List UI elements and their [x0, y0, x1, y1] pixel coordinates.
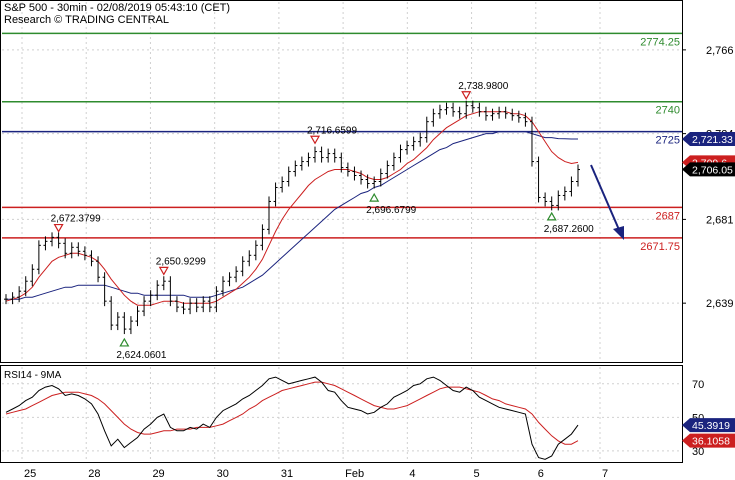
x-tick-label: 25: [24, 468, 36, 480]
low-marker: [369, 192, 380, 202]
price-tag-label: 2,721.33: [692, 134, 733, 146]
price-tag-label: 45.3919: [692, 420, 730, 432]
annotation-label: 2,650.9299: [156, 256, 206, 267]
x-tick-label: 28: [88, 468, 100, 480]
chart-credit: Research © TRADING CENTRAL: [4, 14, 169, 26]
price-series: [4, 100, 580, 335]
high-marker: [461, 91, 472, 100]
price-tag-label: 36.1058: [692, 436, 730, 448]
price-tag: [682, 131, 735, 146]
annotation-label: 2,624.0601: [116, 350, 166, 361]
axes: 2528293031Feb45672,7662,7242,6812,639705…: [24, 45, 735, 480]
rsi-series: [5, 376, 579, 460]
rsi-y-tick-label: 30: [692, 446, 704, 458]
price-tag: [682, 433, 735, 448]
high-marker: [309, 135, 321, 145]
rsi-line: [5, 376, 579, 460]
low-marker: [119, 337, 130, 347]
price-tag-label: 2,706.05: [692, 164, 733, 176]
low-marker: [546, 211, 557, 221]
x-tick-label: 6: [538, 468, 544, 480]
y-tick-label: 2,639: [706, 298, 734, 310]
x-tick-label: 7: [602, 468, 608, 480]
rsi-title: RSI14 - 9MA: [4, 370, 62, 381]
rsi-ma-line: [5, 381, 579, 445]
x-tick-label: 29: [152, 468, 164, 480]
x-tick-label: 31: [281, 468, 293, 480]
fast-ma-line: [5, 111, 579, 306]
annotation-label: 2,716.6599: [307, 125, 357, 136]
level-label: 2687: [656, 210, 680, 222]
y-tick-label: 2,681: [706, 214, 734, 226]
level-label: 2725: [656, 135, 680, 147]
annotation-label: 2,696.6799: [366, 205, 416, 216]
main-panel-frame: [0, 0, 683, 363]
slow-ma-line: [6, 131, 578, 300]
high-marker: [53, 223, 64, 233]
annotation-label: 2,672.3799: [51, 214, 101, 225]
x-tick-label: Feb: [345, 468, 364, 480]
projection-arrow: [590, 164, 624, 240]
chart-title: S&P 500 - 30min - 02/08/2019 05:43:10 (C…: [4, 2, 230, 14]
level-label: 2740: [656, 105, 680, 117]
rsi-panel-frame: [0, 365, 683, 463]
level-label: 2774.25: [640, 36, 680, 48]
x-tick-label: 4: [409, 468, 415, 480]
annotation-label: 2,687.2600: [544, 224, 594, 235]
level-label: 2671.75: [640, 241, 680, 253]
main-gridlines: [2, 2, 682, 361]
price-annotations: 2,672.3799 2,624.0601 2,650.9299 2,716.6599…: [51, 81, 595, 361]
high-marker: [158, 266, 169, 276]
x-tick-label: 5: [474, 468, 480, 480]
support-resistance-levels: 2774.25 2740 2725 2687 2671.75: [2, 32, 682, 253]
rsi-y-tick-label: 70: [692, 379, 704, 391]
annotation-label: 2,738.9800: [458, 81, 508, 92]
rsi-gridlines: [2, 367, 682, 461]
price-tag: [682, 162, 735, 177]
y-tick-label: 2,766: [706, 45, 734, 57]
x-tick-label: 30: [217, 468, 229, 480]
price-tag: [682, 418, 735, 433]
